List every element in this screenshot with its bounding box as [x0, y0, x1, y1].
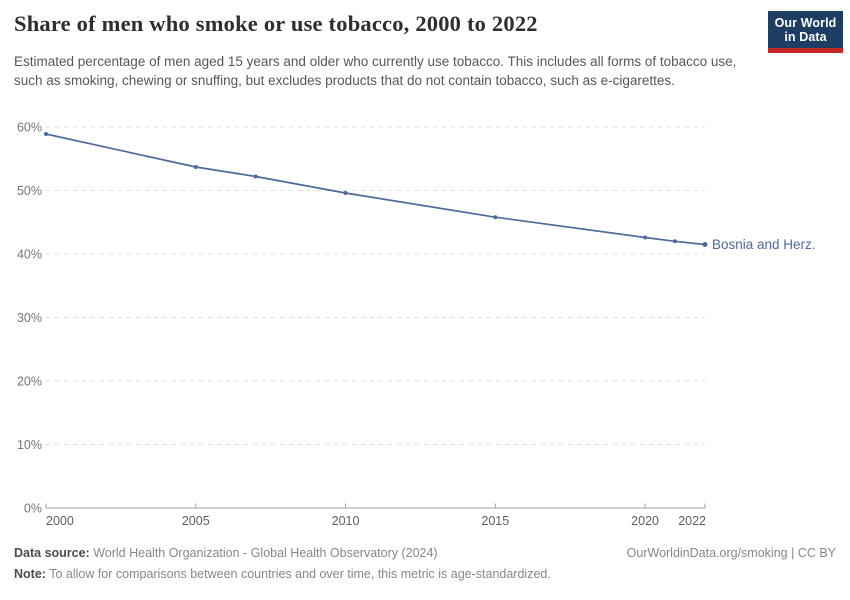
- entity-label: Bosnia and Herz.: [712, 237, 816, 252]
- y-axis-tick-label: 10%: [17, 438, 42, 452]
- owid-logo-text: Our World in Data: [768, 11, 843, 48]
- owid-logo-line2: in Data: [784, 30, 827, 44]
- chart-subtitle: Estimated percentage of men aged 15 year…: [14, 54, 737, 88]
- note-line: Note: To allow for comparisons between c…: [14, 567, 551, 581]
- x-axis-tick-label: 2015: [481, 514, 509, 528]
- x-axis-tick-label: 2005: [182, 514, 210, 528]
- y-axis-tick-label: 40%: [17, 248, 42, 262]
- data-point: [44, 132, 48, 136]
- owid-url-link[interactable]: OurWorldinData.org/smoking | CC BY: [626, 546, 836, 560]
- y-axis-tick-label: 50%: [17, 184, 42, 198]
- y-axis-tick-label: 60%: [17, 121, 42, 135]
- y-axis-tick-label: 0%: [24, 502, 42, 516]
- y-axis-tick-label: 20%: [17, 375, 42, 389]
- data-point: [673, 239, 677, 244]
- data-point: [343, 191, 348, 195]
- line-chart: 0% 10% 20% 30% 40% 50% 60% 2000 2005 2010 2015 2020…: [0, 110, 850, 535]
- data-line: [45, 133, 706, 246]
- data-point: [193, 165, 198, 169]
- line-chart-svg: 0% 10% 20% 30% 40% 50% 60% 2000 2005 2010 2015 2020…: [17, 121, 816, 529]
- data-source-text: World Health Organization - Global Healt…: [93, 546, 438, 560]
- data-point: [643, 235, 648, 240]
- owid-logo-red-bar: [768, 48, 843, 53]
- owid-logo-line1: Our World: [774, 16, 837, 30]
- data-source-line: Data source: World Health Organization -…: [14, 546, 438, 560]
- note-text: To allow for comparisons between countri…: [49, 567, 551, 581]
- note-label: Note:: [14, 567, 46, 581]
- data-source-label: Data source:: [14, 546, 90, 560]
- data-point: [253, 174, 258, 179]
- x-axis-tick-label: 2020: [631, 514, 659, 528]
- data-point: [702, 242, 708, 247]
- y-axis-tick-label: 30%: [17, 311, 42, 325]
- x-axis-tick-label: 2000: [46, 514, 74, 528]
- x-axis-tick-label: 2010: [332, 514, 360, 528]
- data-point: [493, 215, 498, 220]
- owid-logo-link[interactable]: Our World in Data: [768, 11, 843, 53]
- x-axis-tick-label: 2022: [678, 514, 706, 528]
- chart-title: Share of men who smoke or use tobacco, 2…: [14, 11, 538, 36]
